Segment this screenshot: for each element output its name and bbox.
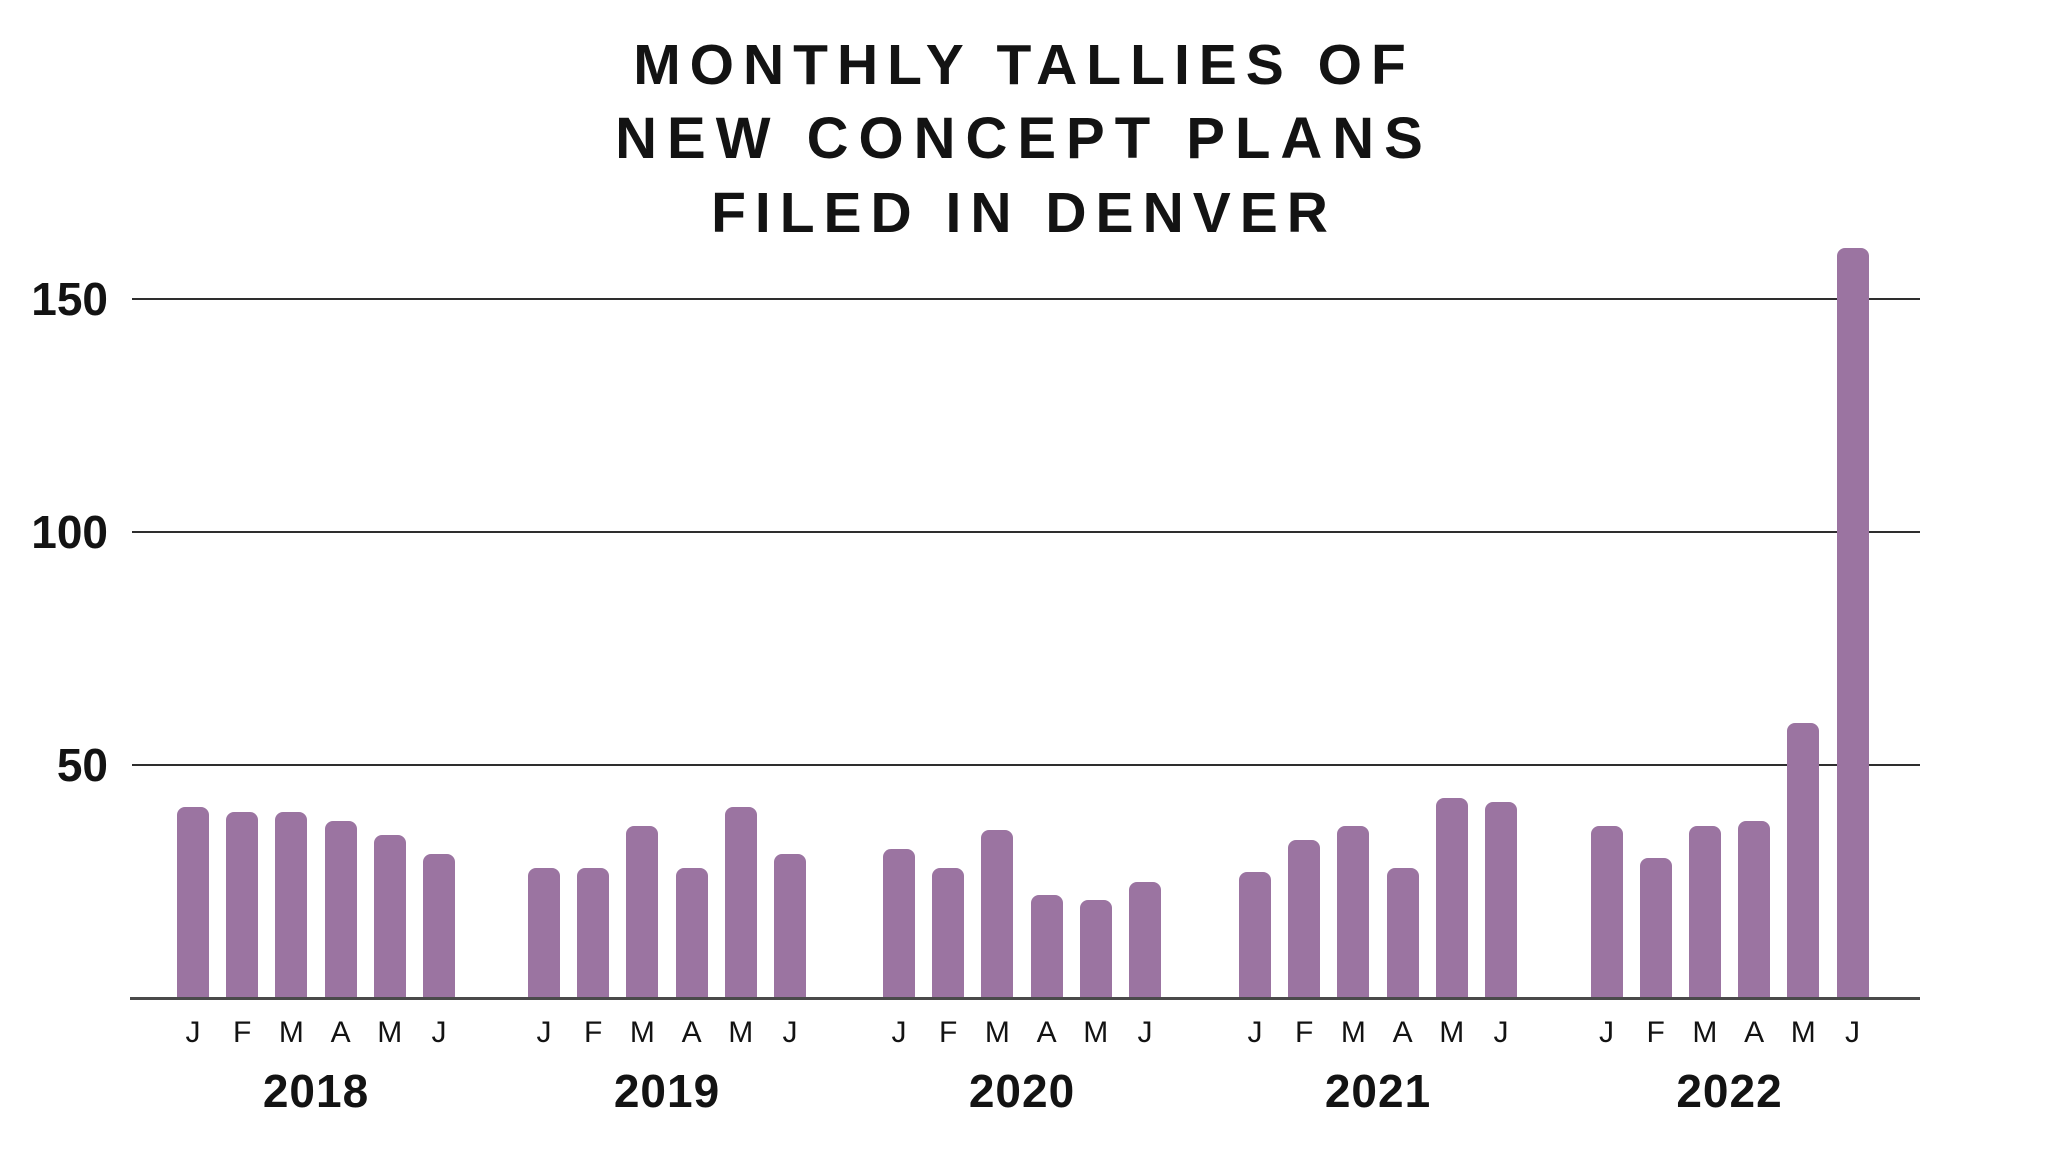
bar-2020-M4 — [1079, 900, 1112, 998]
y-axis-tick-label-50: 50 — [56, 739, 108, 791]
bar-2022-M4 — [1787, 723, 1820, 998]
x-axis-baseline — [130, 997, 1920, 1000]
month-label-2020-0: J — [891, 1016, 907, 1049]
bar-2018-M2 — [275, 811, 308, 998]
bar-2018-A3 — [324, 820, 357, 998]
year-label-2022: 2022 — [1676, 1065, 1783, 1117]
bar-2021-M4 — [1435, 797, 1468, 998]
month-label-2018-4: M — [377, 1016, 403, 1049]
bar-2019-J5 — [774, 853, 806, 998]
month-label-2019-4: M — [728, 1016, 754, 1049]
gridline-100 — [132, 531, 1920, 533]
month-label-2019-2: M — [629, 1016, 655, 1049]
year-label-2020: 2020 — [968, 1065, 1076, 1117]
month-label-2018-1: F — [233, 1016, 252, 1049]
bar-2019-J0 — [528, 867, 560, 998]
chart-title-line-2: NEW CONCEPT PLANS — [615, 106, 1433, 171]
bar-2021-A3 — [1386, 867, 1419, 998]
month-label-2021-1: F — [1295, 1016, 1314, 1049]
month-label-2020-5: J — [1137, 1016, 1153, 1049]
month-label-2020-1: F — [939, 1016, 958, 1049]
year-label-2021: 2021 — [1324, 1065, 1432, 1117]
month-label-2020-4: M — [1083, 1016, 1109, 1049]
month-label-2022-3: A — [1744, 1016, 1765, 1049]
bar-2019-M2 — [626, 825, 659, 998]
bar-2020-M2 — [981, 830, 1014, 998]
month-label-2021-3: A — [1392, 1016, 1413, 1049]
bar-2022-M2 — [1688, 825, 1721, 998]
month-label-2018-3: A — [330, 1016, 351, 1049]
y-axis-tick-label-100: 100 — [31, 506, 108, 558]
month-label-2022-1: F — [1646, 1016, 1665, 1049]
bar-2018-M4 — [373, 834, 406, 998]
bar-2018-J0 — [177, 806, 209, 998]
month-label-2021-0: J — [1247, 1016, 1263, 1049]
chart-title-line-1: MONTHLY TALLIES OF — [633, 33, 1415, 97]
month-label-2018-0: J — [185, 1016, 201, 1049]
bar-2021-J5 — [1485, 802, 1517, 998]
gridline-50 — [132, 764, 1920, 766]
bar-2022-J5 — [1836, 247, 1869, 998]
month-label-2021-4: M — [1439, 1016, 1465, 1049]
bar-2021-M2 — [1337, 825, 1370, 998]
bar-2019-M4 — [724, 806, 757, 998]
month-label-2019-1: F — [584, 1016, 603, 1049]
bar-2018-J5 — [423, 853, 455, 998]
y-axis-tick-label-150: 150 — [31, 273, 108, 325]
chart-title-line-3: FILED IN DENVER — [711, 181, 1337, 245]
bar-2021-J0 — [1239, 872, 1271, 998]
month-label-2021-2: M — [1340, 1016, 1366, 1049]
bar-2020-A3 — [1030, 895, 1063, 998]
bar-2020-F1 — [932, 867, 965, 998]
bar-2019-F1 — [577, 867, 610, 998]
month-label-2021-5: J — [1493, 1016, 1509, 1049]
month-label-2019-0: J — [536, 1016, 552, 1049]
bar-2019-A3 — [675, 867, 708, 998]
month-label-2020-3: A — [1036, 1016, 1057, 1049]
month-label-2022-2: M — [1692, 1016, 1718, 1049]
month-label-2019-5: J — [782, 1016, 798, 1049]
year-label-2018: 2018 — [262, 1065, 370, 1117]
bar-2020-J0 — [883, 848, 915, 998]
bar-2022-A3 — [1738, 820, 1771, 998]
chart-title: MONTHLY TALLIES OF NEW CONCEPT PLANS FIL… — [0, 28, 2048, 250]
month-label-2022-5: J — [1845, 1016, 1860, 1049]
month-label-2022-0: J — [1599, 1016, 1614, 1049]
bar-2018-F1 — [226, 811, 259, 998]
bar-2022-F1 — [1639, 858, 1672, 998]
gridline-150 — [132, 298, 1920, 300]
bar-2020-J5 — [1129, 881, 1161, 998]
bar-2022-J0 — [1590, 825, 1623, 998]
month-label-2020-2: M — [984, 1016, 1010, 1049]
month-label-2019-3: A — [681, 1016, 702, 1049]
month-label-2018-2: M — [278, 1016, 304, 1049]
month-label-2018-5: J — [431, 1016, 447, 1049]
year-label-2019: 2019 — [613, 1065, 721, 1117]
month-label-2022-4: M — [1790, 1016, 1816, 1049]
bar-2021-F1 — [1288, 839, 1321, 998]
